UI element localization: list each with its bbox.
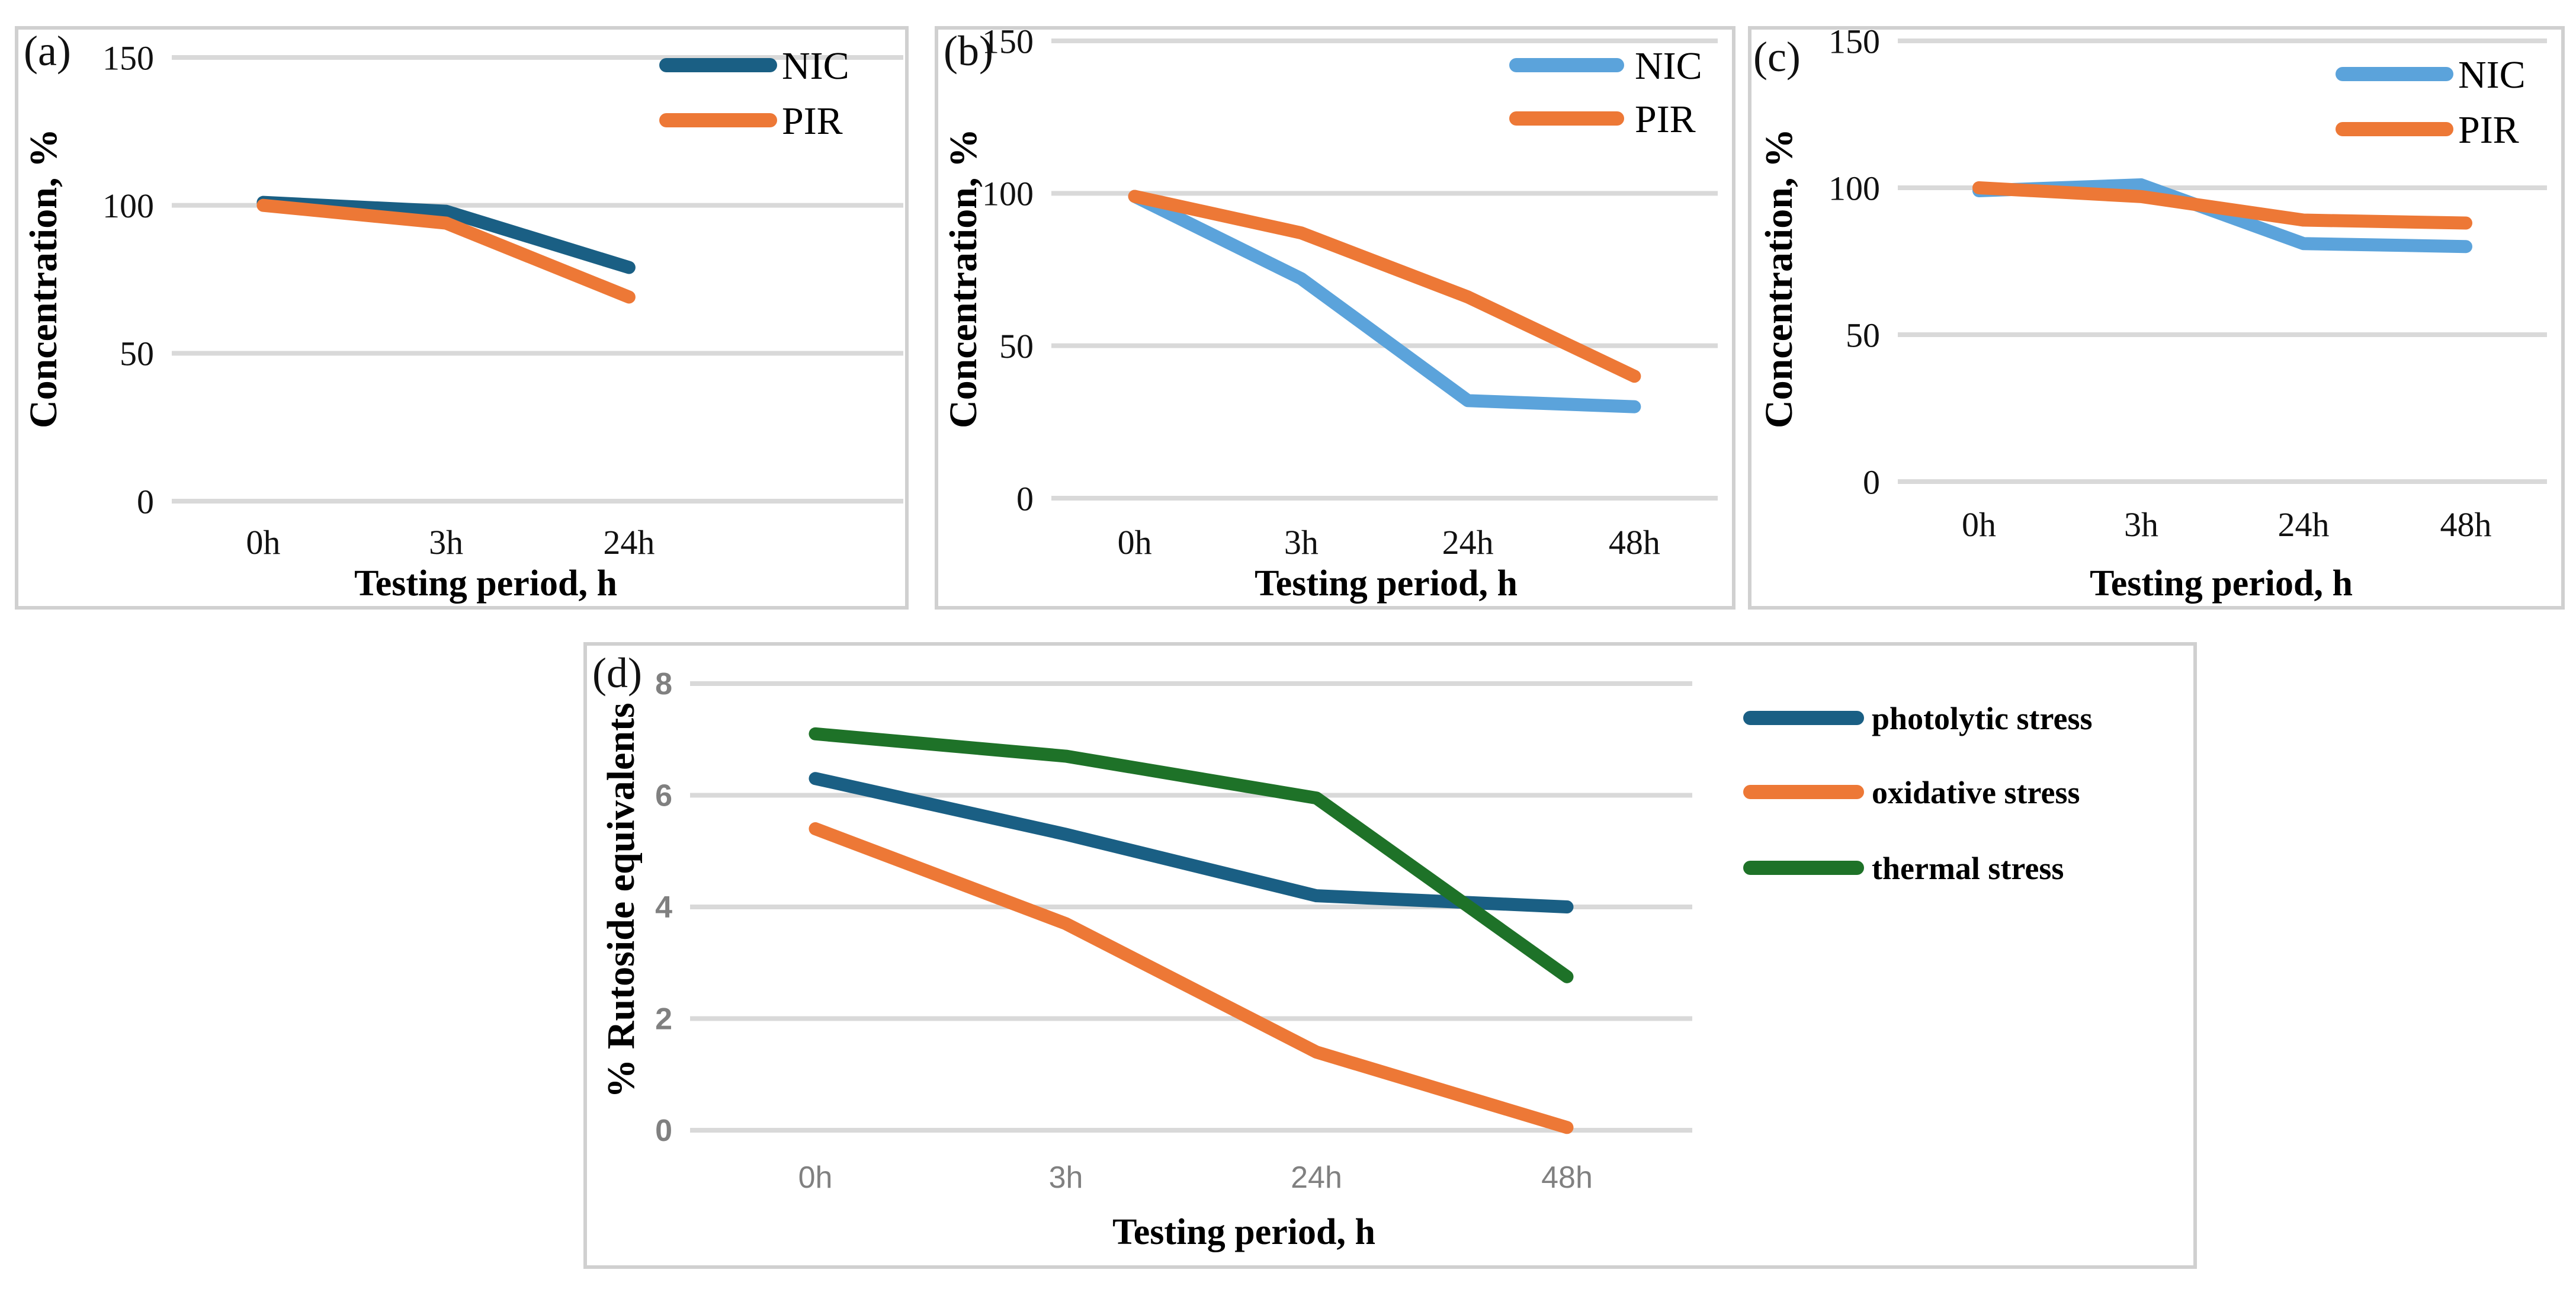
y-tick-label: 2 — [655, 1002, 672, 1037]
series-line-oxidative-stress — [809, 822, 1574, 1134]
panel-label: (c) — [1753, 33, 1801, 81]
series-line-pir — [1128, 190, 1641, 383]
legend-label: NIC — [782, 44, 849, 88]
x-axis-title: Testing period, h — [354, 563, 617, 604]
y-axis-title: Concentration, % — [22, 129, 65, 428]
y-tick-label: 50 — [999, 327, 1034, 365]
series-line-pir — [1972, 181, 2472, 230]
x-tick-label: 24h — [2278, 505, 2330, 544]
series-line-pir — [256, 198, 636, 304]
x-tick-label: 24h — [603, 523, 655, 562]
x-tick-label: 0h — [798, 1160, 833, 1195]
panel-label: (b) — [944, 27, 993, 75]
y-tick-label: 0 — [1863, 463, 1880, 501]
y-tick-label: 150 — [982, 22, 1034, 60]
x-tick-label: 24h — [1291, 1160, 1342, 1195]
panel-frame — [583, 642, 2197, 1269]
y-tick-label: 50 — [1846, 316, 1880, 354]
y-tick-label: 50 — [120, 335, 154, 373]
series-line-nic — [1128, 190, 1641, 413]
legend-label: PIR — [782, 100, 843, 143]
legend-label: PIR — [1635, 98, 1696, 141]
y-tick-label: 4 — [655, 890, 672, 925]
x-tick-label: 0h — [1118, 523, 1152, 562]
chart-panel-d: 0 2 4 6 8 0h 3h 24h 48h photolytic stress oxidativ… — [583, 642, 2197, 1269]
legend-label: NIC — [2458, 53, 2526, 97]
chart-panel-b: 0 50 100 150 0h 3h 24h 48h NIC PIR (b) Concentratio… — [935, 22, 1735, 610]
y-tick-label: 150 — [1828, 22, 1880, 60]
x-axis-title: Testing period, h — [2090, 563, 2353, 604]
x-tick-label: 0h — [246, 523, 280, 562]
y-tick-label: 8 — [655, 667, 672, 701]
series-line-thermal-stress — [809, 727, 1574, 983]
chart-panel-a: 0 50 100 150 0h 3h 24h NIC PIR (a) Concentration, … — [15, 26, 909, 610]
x-tick-label: 0h — [1962, 505, 1996, 544]
chart-panel-c: 0 50 100 150 0h 3h 24h 48h NIC PIR (c) Concentratio… — [1748, 22, 2565, 610]
y-tick-label: 100 — [1828, 169, 1880, 207]
x-tick-label: 3h — [2124, 505, 2158, 544]
legend-label: photolytic stress — [1872, 701, 2093, 736]
x-tick-label: 3h — [1284, 523, 1319, 562]
x-tick-label: 48h — [2440, 505, 2492, 544]
y-axis-title: Concentration, % — [1757, 129, 1801, 428]
y-axis-title: Concentration, % — [942, 129, 985, 428]
y-tick-label: 0 — [1016, 479, 1034, 518]
panel-label: (d) — [592, 649, 642, 697]
x-tick-label: 48h — [1541, 1160, 1593, 1195]
y-tick-label: 6 — [655, 779, 672, 813]
legend-label: NIC — [1635, 44, 1702, 88]
x-axis-title: Testing period, h — [1112, 1212, 1375, 1252]
legend-label: thermal stress — [1872, 851, 2064, 886]
x-tick-label: 48h — [1609, 523, 1660, 562]
panel-label: (a) — [24, 27, 71, 75]
legend-label: PIR — [2458, 108, 2519, 152]
x-tick-label: 3h — [429, 523, 463, 562]
y-tick-label: 150 — [102, 39, 154, 77]
y-axis-title: % Rutoside equivalents — [599, 703, 643, 1098]
x-tick-label: 3h — [1049, 1160, 1083, 1195]
series-line-photolytic-stress — [809, 772, 1574, 913]
y-tick-label: 0 — [137, 482, 154, 521]
y-tick-label: 100 — [982, 175, 1034, 213]
y-tick-label: 0 — [655, 1114, 672, 1148]
x-tick-label: 24h — [1442, 523, 1494, 562]
legend-label: oxidative stress — [1872, 775, 2080, 810]
x-axis-title: Testing period, h — [1255, 563, 1518, 604]
y-tick-label: 100 — [102, 187, 154, 225]
